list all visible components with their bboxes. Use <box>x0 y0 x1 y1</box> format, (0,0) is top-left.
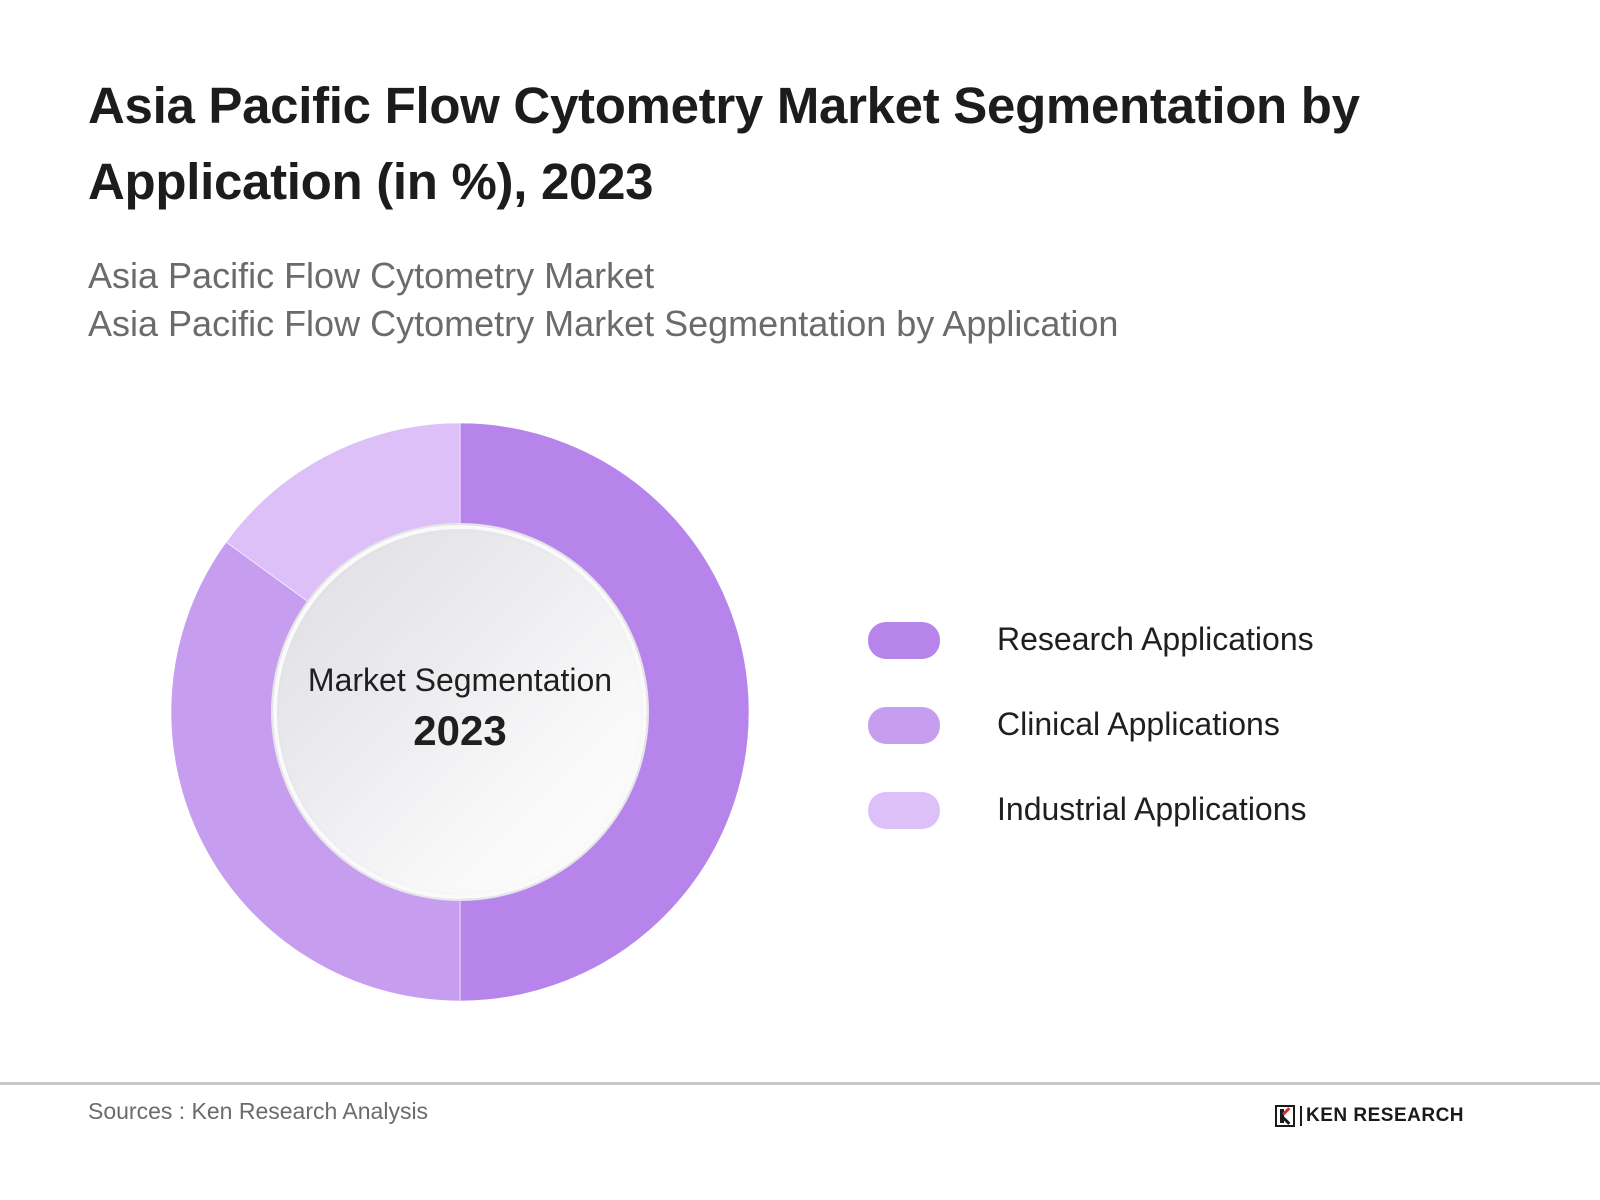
chart-legend: Research Applications Clinical Applicati… <box>868 612 1388 867</box>
legend-swatch-industrial <box>868 792 940 829</box>
donut-chart: Market Segmentation 2023 <box>170 422 750 1002</box>
ken-research-k-icon <box>1275 1105 1295 1127</box>
center-label: Market Segmentation <box>307 661 613 698</box>
source-note: Sources : Ken Research Analysis <box>88 1098 429 1124</box>
logo-separator <box>1300 1106 1302 1126</box>
legend-label-industrial: Industrial Applications <box>997 791 1307 827</box>
legend-item-clinical[interactable]: Clinical Applications <box>868 697 1388 782</box>
chart-subtitle: Asia Pacific Flow Cytometry Market Asia … <box>88 252 1488 348</box>
chart-title: Asia Pacific Flow Cytometry Market Segme… <box>88 77 1360 210</box>
footer-divider <box>0 1082 1600 1085</box>
legend-item-industrial[interactable]: Industrial Applications <box>868 782 1388 867</box>
donut-ring <box>170 422 750 1002</box>
legend-swatch-clinical <box>868 707 940 744</box>
legend-item-research[interactable]: Research Applications <box>868 612 1388 697</box>
legend-label-research: Research Applications <box>997 621 1314 657</box>
legend-label-clinical: Clinical Applications <box>997 706 1280 742</box>
ken-research-logo: KEN RESEARCH <box>1275 1103 1464 1129</box>
donut-center: Market Segmentation 2023 <box>273 525 647 899</box>
logo-text: KEN RESEARCH <box>1306 1105 1465 1126</box>
legend-swatch-research <box>868 622 940 659</box>
subtitle-line-2: Asia Pacific Flow Cytometry Market Segme… <box>88 303 1119 344</box>
center-year: 2023 <box>413 706 507 754</box>
subtitle-line-1: Asia Pacific Flow Cytometry Market <box>88 255 655 296</box>
